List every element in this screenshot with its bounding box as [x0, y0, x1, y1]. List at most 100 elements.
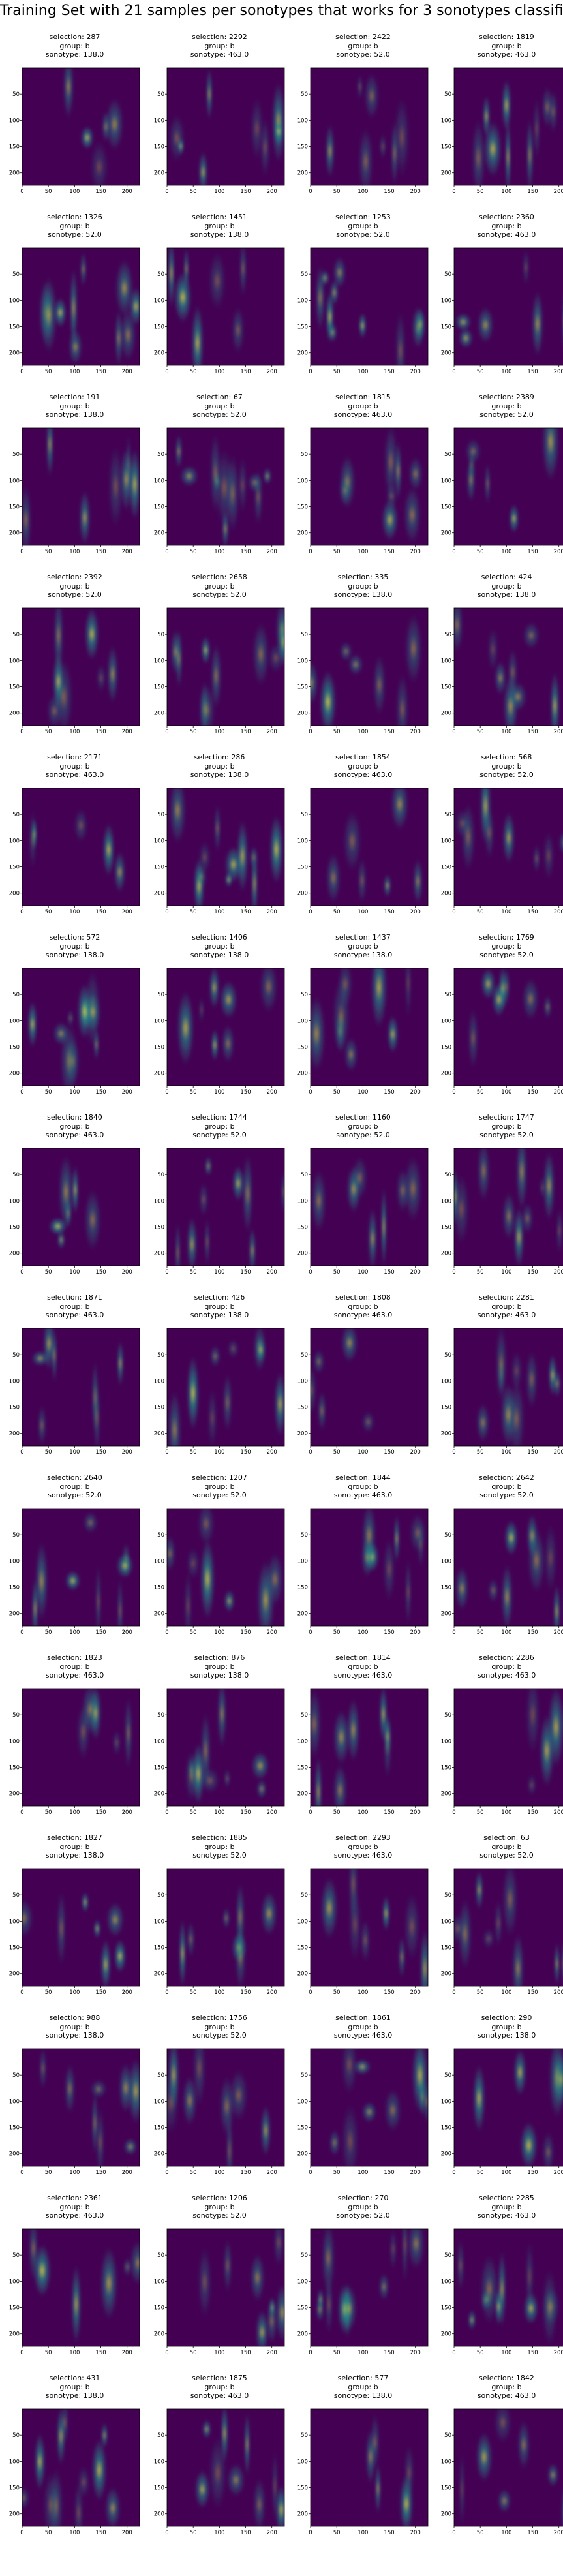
axes-frame: [22, 607, 140, 726]
x-tick-label: 200: [267, 1449, 277, 1456]
y-tick-label: 100: [9, 1198, 20, 1204]
y-tick-label: 100: [9, 1018, 20, 1024]
heatmap-intensity-blob: [521, 1203, 534, 1234]
x-tick-label: 150: [95, 189, 106, 195]
x-tick-label: 200: [410, 1989, 421, 1996]
heatmap-intensity-blob: [209, 433, 221, 513]
x-tick-label: 50: [45, 729, 52, 735]
x-tick-label: 150: [527, 549, 538, 555]
heatmap-intensity-blob: [509, 682, 527, 712]
x-tick-label: 50: [45, 1269, 52, 1276]
heatmap-intensity-blob: [311, 661, 318, 705]
heatmap-intensity-blob: [404, 1893, 420, 1960]
x-tick-label: 100: [69, 2170, 80, 2176]
heatmap-texture: [177, 968, 278, 1066]
heatmap-texture: [465, 428, 560, 534]
y-tick-label: 50: [157, 1712, 164, 1719]
x-tick-label: 150: [240, 1089, 251, 1096]
heatmap-intensity-blob: [210, 643, 222, 709]
panel-selection-label: selection: 1253: [335, 213, 391, 221]
heatmap-intensity-blob: [527, 1774, 536, 1796]
heatmap-intensity-blob: [255, 2310, 269, 2346]
axes-frame: [310, 788, 429, 906]
heatmap-texture: [198, 2229, 284, 2346]
heatmap-intensity-blob: [477, 307, 494, 343]
axes-frame: [22, 1508, 140, 1627]
x-tick-label: 150: [95, 729, 106, 735]
panel-caption: selection: 286 group: b sonotype: 138.0: [153, 753, 286, 780]
y-tick-label: 150: [441, 1225, 451, 1231]
heatmap-intensity-blob: [389, 2229, 397, 2270]
panel-selection-label: selection: 1840: [47, 1113, 102, 1122]
panel-selection-label: selection: 2640: [47, 1473, 102, 1482]
x-tick-label: 200: [267, 1989, 277, 1996]
heatmap-intensity-blob: [481, 2290, 493, 2308]
panel-sonotype-label: sonotype: 52.0: [192, 2031, 247, 2040]
heatmap-intensity-blob: [525, 1689, 540, 1754]
spectrogram-panel: selection: 2293 group: b sonotype: 463.0 0 5…: [296, 1833, 430, 2004]
panel-sonotype-label: sonotype: 138.0: [333, 951, 393, 959]
panel-sonotype-label: sonotype: 463.0: [333, 2031, 393, 2040]
panel-selection-label: selection: 1854: [335, 753, 391, 761]
x-tick-label: 0: [309, 1449, 312, 1456]
heatmap-intensity-blob: [78, 2466, 90, 2498]
x-tick-label: 100: [501, 189, 511, 195]
x-tick-label: 50: [190, 1089, 197, 1096]
x-tick-label: 50: [45, 1089, 52, 1096]
x-tick-label: 50: [45, 1809, 52, 1816]
y-tick-label: 150: [9, 504, 20, 511]
heatmap-intensity-blob: [402, 2229, 408, 2282]
y-tick-label: 50: [301, 1892, 308, 1899]
spectrogram-panel: selection: 426 group: b sonotype: 138.0 0 50…: [153, 1293, 286, 1464]
panel-sonotype-label: sonotype: 463.0: [477, 2391, 536, 2400]
heatmap-intensity-blob: [358, 858, 367, 904]
heatmap-intensity-blob: [487, 628, 498, 671]
heatmap-intensity-blob: [343, 811, 361, 872]
panel-sonotype-label: sonotype: 138.0: [45, 951, 104, 959]
y-tick-label: 100: [9, 2459, 20, 2465]
y-tick-label: 200: [297, 1611, 308, 1618]
x-tick-label: 150: [384, 1269, 394, 1276]
heatmap-intensity-blob: [501, 79, 511, 132]
x-tick-label: 0: [452, 2530, 455, 2536]
heatmap-intensity-blob: [168, 114, 185, 162]
heatmap-texture: [170, 608, 284, 726]
y-tick-label: 150: [9, 324, 20, 331]
y-tick-label: 150: [441, 504, 451, 511]
heatmap-intensity-blob: [37, 1405, 46, 1445]
y-tick-label: 150: [297, 1045, 308, 1051]
heatmap-intensity-blob: [217, 1689, 227, 1748]
y-tick-label: 150: [297, 1225, 308, 1231]
panel-selection-label: selection: 1406: [192, 933, 247, 942]
x-tick-label: 200: [554, 2170, 563, 2176]
heatmap-texture: [63, 68, 124, 185]
y-tick-label: 50: [12, 812, 20, 818]
spectrogram-panel: selection: 286 group: b sonotype: 138.0 0 50…: [153, 753, 286, 924]
panel-selection-label: selection: 1769: [479, 933, 534, 942]
panel-selection-label: selection: 270: [337, 2194, 389, 2202]
panel-group-label: group: b: [204, 1122, 235, 1131]
spectrogram-axes: 0 50 100 150 200 50 100 150 200: [154, 1148, 285, 1276]
panel-sonotype-label: sonotype: 52.0: [192, 1851, 247, 1860]
heatmap-intensity-blob: [187, 1356, 200, 1430]
x-tick-label: 0: [165, 2350, 168, 2356]
y-tick-label: 50: [444, 2072, 451, 2079]
panel-group-label: group: b: [348, 581, 378, 590]
heatmap-intensity-blob: [242, 1154, 253, 1233]
heatmap-intensity-blob: [544, 1524, 557, 1592]
heatmap-intensity-blob: [201, 636, 211, 664]
y-tick-label: 50: [301, 271, 308, 278]
x-tick-label: 50: [477, 1629, 484, 1636]
heatmap-intensity-blob: [476, 1403, 490, 1442]
panel-selection-label: selection: 988: [49, 2014, 100, 2022]
x-tick-label: 0: [20, 2350, 23, 2356]
panel-group-label: group: b: [59, 581, 90, 590]
x-tick-label: 50: [45, 1989, 52, 1996]
x-tick-label: 0: [20, 909, 23, 915]
y-tick-label: 150: [441, 2305, 451, 2312]
y-tick-label: 150: [297, 1405, 308, 1411]
panel-selection-label: selection: 876: [194, 1653, 245, 1662]
x-tick-label: 200: [554, 189, 563, 195]
panel-caption: selection: 67 group: b sonotype: 52.0: [153, 393, 286, 420]
axes-frame: [453, 1148, 563, 1266]
